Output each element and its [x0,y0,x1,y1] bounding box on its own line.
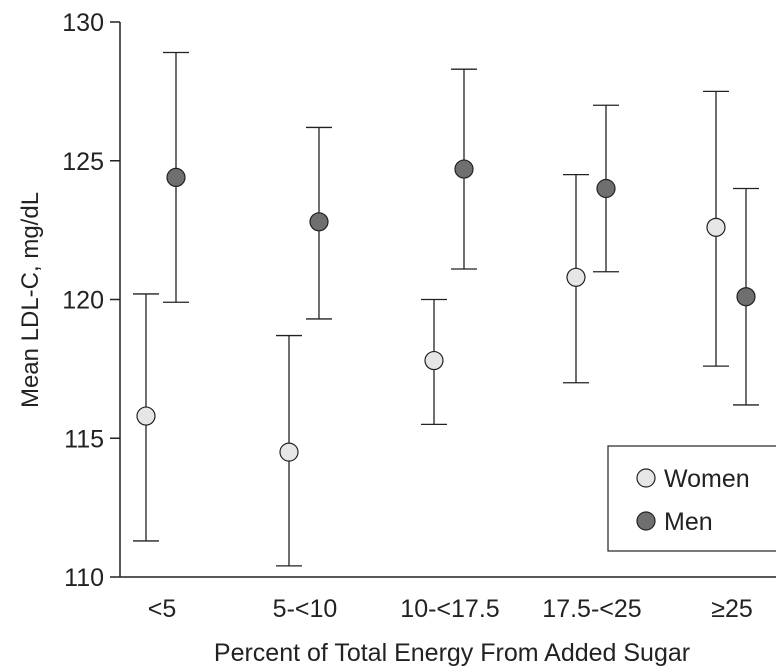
x-tick-label: 5-<10 [273,595,338,623]
x-tick-label: ≥25 [711,595,753,623]
y-tick-label: 110 [64,564,104,592]
y-tick-label: 125 [62,148,104,176]
y-tick-label: 120 [62,287,104,315]
point-men [166,167,186,187]
y-axis-label: Mean LDL-C, mg/dL [17,192,44,408]
legend-marker-women [636,468,656,488]
x-ticks: <5 5-<10 10-<17.5 17.5-<25 ≥25 [148,595,753,623]
legend-label-women: Women [664,465,750,493]
legend-marker-men [636,511,656,531]
point-men [309,212,329,232]
point-men [736,287,756,307]
plot-marks [133,51,759,567]
point-women [136,406,156,426]
legend-label-men: Men [664,508,713,536]
point-men [596,178,616,199]
x-tick-label: 17.5-<25 [542,595,641,623]
point-women [424,350,444,371]
legend-box [607,445,776,552]
legend: Women Men [607,445,776,552]
y-tick-label: 115 [64,425,104,453]
x-tick-label: 10-<17.5 [400,595,499,623]
x-tick-label: <5 [148,595,177,623]
y-ticks: 110 115 120 125 130 [62,9,120,592]
y-tick-label: 130 [62,9,104,37]
point-women [566,267,586,287]
point-women [706,217,726,237]
x-axis-label: Percent of Total Energy From Added Sugar [214,639,690,667]
point-men [454,159,474,179]
point-women [279,442,299,462]
